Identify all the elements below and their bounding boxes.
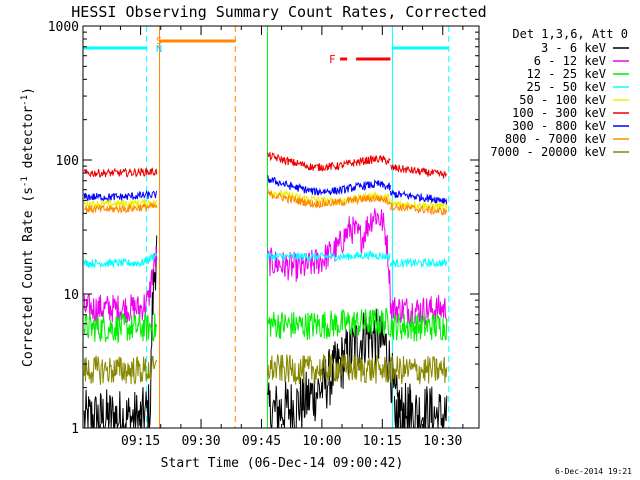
series-line-7-0 [84,201,158,215]
legend-label-3: 25 - 50 keV [527,80,606,94]
series-line-2-2 [389,312,448,342]
series-line-6-2 [389,189,448,205]
series-line-8-1 [267,354,391,385]
x-tick-label-1: 09:30 [181,434,220,449]
series-line-3-2 [389,257,448,269]
series-line-6-1 [267,175,391,196]
series-line-1-0 [83,245,158,324]
legend-title: Det 1,3,6, Att 0 [512,27,628,41]
series-line-8-2 [389,355,448,385]
x-tick-label-0: 09:15 [121,434,160,449]
y-axis-label: Corrected Count Rate (s-1 detector-1) [20,87,36,367]
y-tick-label-1: 10 [63,288,79,303]
series-line-7-2 [389,202,448,216]
annotation-layer: SN F [83,26,450,428]
series-line-0-1 [267,308,411,428]
legend-label-6: 300 - 800 keV [512,119,606,133]
legend-label-2: 12 - 25 keV [527,67,606,81]
legend-label-7: 800 - 7000 keV [505,132,606,146]
series-line-5-2 [390,164,448,179]
legend-label-5: 100 - 300 keV [512,106,606,120]
legend-label-1: 6 - 12 keV [534,54,606,68]
y-tick-label-2: 100 [56,154,79,169]
series-line-5-1 [267,152,391,172]
legend-label-4: 50 - 100 keV [519,93,606,107]
series-line-5-0 [83,167,158,178]
series-line-1-1 [267,208,391,309]
y-tick-label-0: 1 [71,422,79,437]
x-axis-label: Start Time (06-Dec-14 09:00:42) [161,456,404,471]
plot-frame [82,25,480,429]
series-line-2-0 [83,313,158,344]
x-tick-label-3: 10:00 [302,434,341,449]
series-line-2-1 [267,307,391,341]
footer-date: 6-Dec-2014 19:21 [555,467,632,476]
axis-ticks: 1 10 100 1000 09:15 09:30 09:45 10:00 10:15 10:30 [48,20,479,449]
flare-label: F [329,53,336,66]
series-line-4-0 [83,198,158,210]
series-line-6-0 [83,189,158,202]
series-line-0-0 [83,235,158,428]
night-label: N [156,44,162,55]
saa-label: S [156,36,162,47]
x-tick-label-2: 09:45 [242,434,281,449]
series-line-3-1 [267,249,391,263]
legend-label-0: 3 - 6 keV [541,41,606,55]
plot-border [82,25,480,429]
y-tick-label-3: 1000 [48,20,79,35]
chart-title: HESSI Observing Summary Count Rates, Cor… [71,3,486,21]
legend-label-8: 7000 - 20000 keV [490,145,606,159]
x-tick-label-5: 10:30 [423,434,462,449]
series-line-8-0 [83,355,158,385]
series-line-7-1 [267,188,391,209]
x-tick-label-4: 10:15 [363,434,402,449]
series-line-3-0 [83,251,158,269]
